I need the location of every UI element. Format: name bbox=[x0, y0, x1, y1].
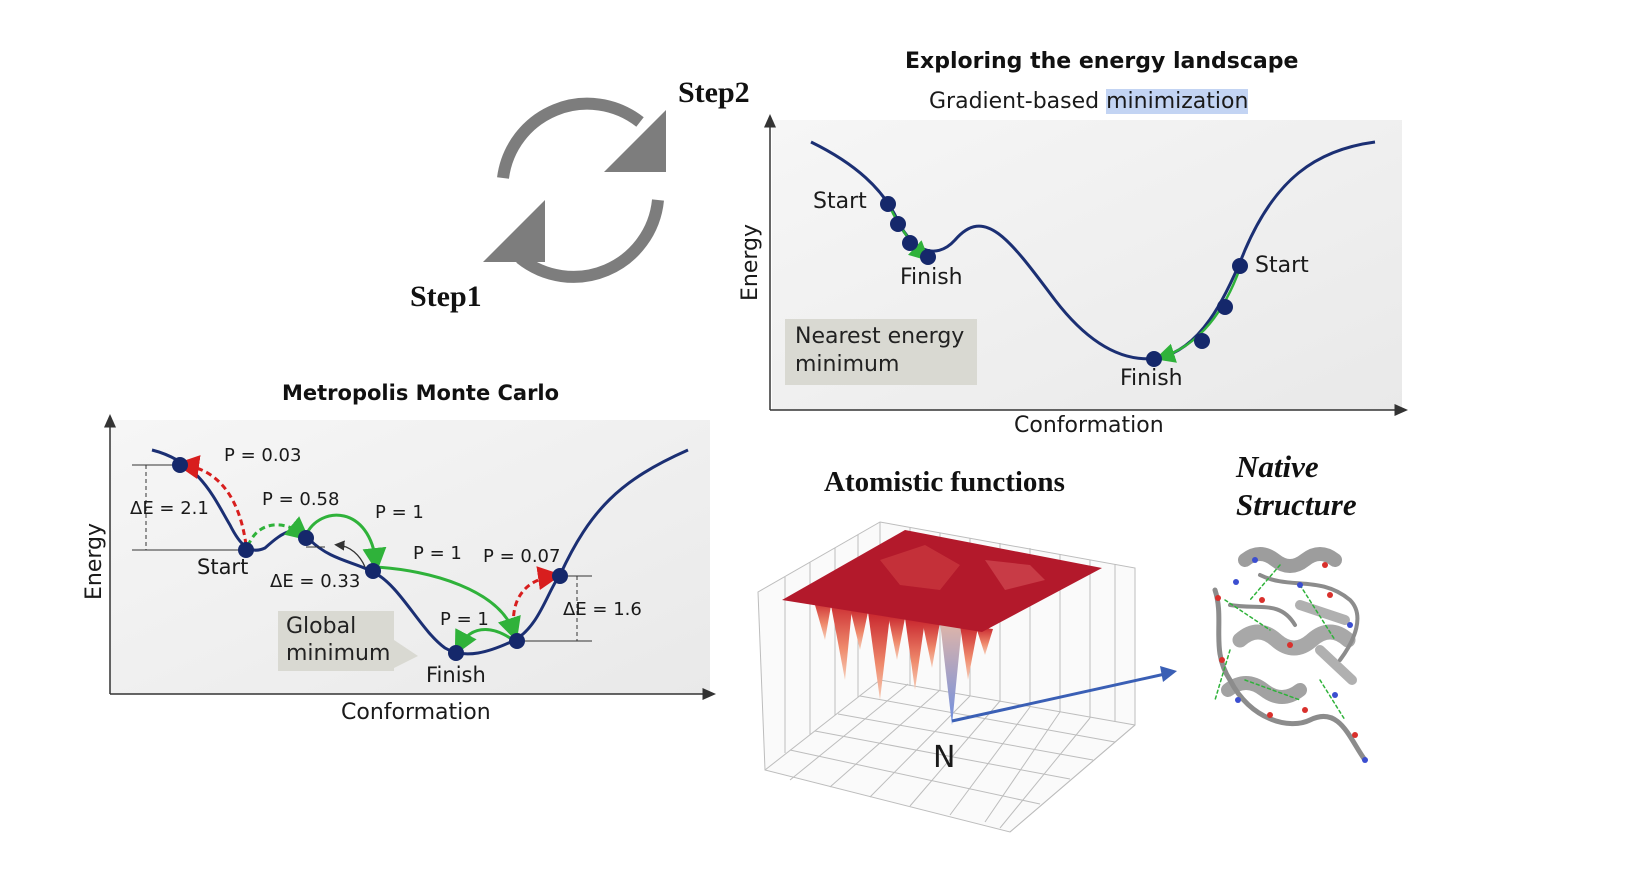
metropolis-de21: ΔE = 2.1 bbox=[130, 498, 209, 519]
hbond bbox=[1224, 599, 1271, 631]
native-title-line1: Native bbox=[1236, 449, 1319, 484]
metropolis-callout-line2: minimum bbox=[286, 641, 391, 666]
metropolis-dot bbox=[238, 542, 254, 558]
hbond bbox=[1319, 679, 1346, 721]
metropolis-callout-line1: Global bbox=[286, 614, 357, 639]
metropolis-title: Metropolis Monte Carlo bbox=[282, 381, 560, 405]
metropolis-green-arrow-p1a bbox=[304, 513, 387, 572]
landscape-title: Exploring the energy landscape bbox=[905, 49, 1299, 74]
native-marker-label: N bbox=[933, 740, 956, 775]
loop bbox=[1228, 603, 1297, 627]
native-title-line2: Structure bbox=[1236, 487, 1357, 522]
metropolis-dot bbox=[298, 530, 314, 546]
landscape-x-label: Conformation bbox=[1014, 413, 1164, 438]
metropolis-green-arrow-p1b bbox=[374, 565, 521, 642]
metropolis-finish-label: Finish bbox=[426, 663, 486, 687]
atomistic-title: Atomistic functions bbox=[824, 466, 1065, 498]
landscape-subtitle-highlight: minimization bbox=[1106, 89, 1249, 114]
metropolis-start-label: Start bbox=[197, 555, 249, 579]
metropolis-de16: ΔE = 1.6 bbox=[563, 599, 642, 620]
step2-label: Step2 bbox=[678, 76, 750, 109]
metropolis-p1b: P = 1 bbox=[413, 543, 462, 564]
landscape-dot bbox=[890, 216, 906, 232]
helix bbox=[1221, 676, 1307, 704]
helix bbox=[1232, 624, 1356, 656]
metropolis-dot bbox=[552, 568, 568, 584]
metropolis-x-label: Conformation bbox=[341, 700, 491, 725]
metropolis-p1c: P = 1 bbox=[440, 609, 489, 630]
metropolis-green-arrow-p1c bbox=[454, 627, 511, 655]
landscape-subtitle-prefix: Gradient-based bbox=[929, 89, 1107, 114]
strand bbox=[1315, 645, 1357, 685]
metropolis-de033: ΔE = 0.33 bbox=[270, 571, 361, 592]
landscape-callout-line1: Nearest energy bbox=[795, 324, 965, 349]
metropolis-p1a: P = 1 bbox=[375, 502, 424, 523]
step1-label: Step1 bbox=[410, 280, 482, 313]
landscape-dot bbox=[902, 235, 918, 251]
metropolis-dot bbox=[172, 457, 188, 473]
landscape-start-right: Start bbox=[1255, 253, 1309, 278]
landscape-dot bbox=[1146, 351, 1162, 367]
side-chain-atoms bbox=[1215, 557, 1368, 763]
landscape-start-left: Start bbox=[813, 189, 867, 214]
landscape-dot bbox=[1232, 258, 1248, 274]
landscape-dot bbox=[1194, 333, 1210, 349]
strand bbox=[1295, 600, 1350, 625]
metropolis-dot bbox=[365, 563, 381, 579]
metropolis-callout: Global minimum bbox=[278, 611, 394, 671]
landscape-subtitle: Gradient-based minimization bbox=[929, 89, 1249, 114]
hbond bbox=[1249, 564, 1281, 601]
landscape-dot bbox=[880, 196, 896, 212]
native-title: Native Structure bbox=[1236, 448, 1357, 524]
helix bbox=[1238, 547, 1342, 573]
metropolis-p058: P = 0.58 bbox=[262, 489, 340, 510]
surface-spikes bbox=[815, 600, 993, 725]
surface-plateau-shade bbox=[985, 560, 1045, 590]
hbond bbox=[1299, 584, 1336, 641]
landscape-finish-left: Finish bbox=[900, 265, 963, 290]
loop bbox=[1212, 587, 1368, 763]
metropolis-plot-background bbox=[110, 420, 710, 694]
landscape-callout: Nearest energy minimum bbox=[785, 319, 977, 385]
metropolis-green-arrow-p058 bbox=[246, 516, 310, 547]
landscape-dot bbox=[1217, 299, 1233, 315]
loop bbox=[1258, 573, 1360, 662]
landscape-finish-right: Finish bbox=[1120, 366, 1183, 391]
metropolis-dot bbox=[448, 645, 464, 661]
metropolis-p007: P = 0.07 bbox=[483, 546, 561, 567]
metropolis-dot bbox=[509, 633, 525, 649]
surface-plateau-shade bbox=[880, 545, 960, 590]
landscape-right-descent-arrow bbox=[1154, 267, 1242, 363]
native-pointer-arrowhead bbox=[1160, 666, 1177, 682]
hbond bbox=[1244, 679, 1301, 701]
landscape-dot bbox=[920, 249, 936, 265]
metropolis-red-arrow-p003 bbox=[175, 455, 248, 546]
metropolis-p003: P = 0.03 bbox=[224, 445, 302, 466]
landscape-callout-line2: minimum bbox=[795, 352, 900, 377]
native-pointer-line bbox=[951, 672, 1166, 723]
hbond bbox=[1214, 649, 1231, 701]
